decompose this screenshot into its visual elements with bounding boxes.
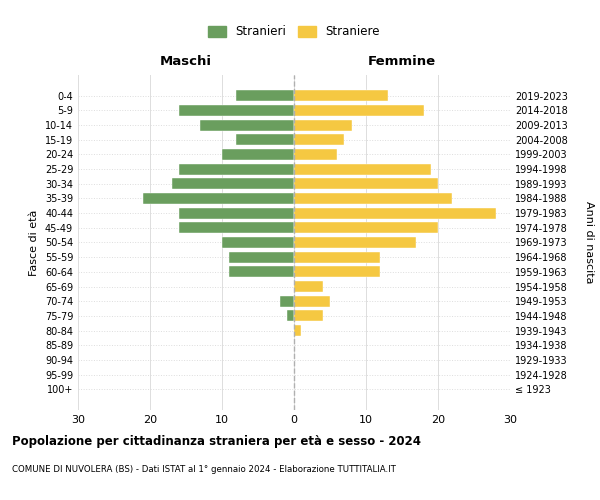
Bar <box>280 296 294 306</box>
Text: Maschi: Maschi <box>160 56 212 68</box>
Bar <box>294 178 438 190</box>
Bar <box>172 178 294 190</box>
Bar <box>294 193 452 204</box>
Bar <box>294 325 301 336</box>
Bar <box>179 208 294 218</box>
Bar <box>294 252 380 262</box>
Bar <box>229 252 294 262</box>
Bar <box>179 164 294 174</box>
Bar <box>294 149 337 160</box>
Bar <box>236 134 294 145</box>
Legend: Stranieri, Straniere: Stranieri, Straniere <box>203 20 385 43</box>
Bar <box>179 105 294 116</box>
Bar <box>143 193 294 204</box>
Bar <box>287 310 294 322</box>
Bar <box>294 310 323 322</box>
Bar <box>236 90 294 101</box>
Bar <box>294 105 424 116</box>
Bar <box>294 120 352 130</box>
Bar <box>294 237 416 248</box>
Bar <box>179 222 294 234</box>
Bar <box>222 149 294 160</box>
Bar <box>294 208 496 218</box>
Bar <box>294 90 388 101</box>
Text: Popolazione per cittadinanza straniera per età e sesso - 2024: Popolazione per cittadinanza straniera p… <box>12 435 421 448</box>
Text: COMUNE DI NUVOLERA (BS) - Dati ISTAT al 1° gennaio 2024 - Elaborazione TUTTITALI: COMUNE DI NUVOLERA (BS) - Dati ISTAT al … <box>12 465 396 474</box>
Bar <box>294 134 344 145</box>
Bar <box>294 164 431 174</box>
Bar <box>200 120 294 130</box>
Y-axis label: Anni di nascita: Anni di nascita <box>584 201 595 284</box>
Bar <box>229 266 294 278</box>
Bar <box>294 296 330 306</box>
Bar <box>294 266 380 278</box>
Bar <box>294 281 323 292</box>
Text: Femmine: Femmine <box>368 56 436 68</box>
Bar <box>294 222 438 234</box>
Y-axis label: Fasce di età: Fasce di età <box>29 210 39 276</box>
Bar <box>222 237 294 248</box>
